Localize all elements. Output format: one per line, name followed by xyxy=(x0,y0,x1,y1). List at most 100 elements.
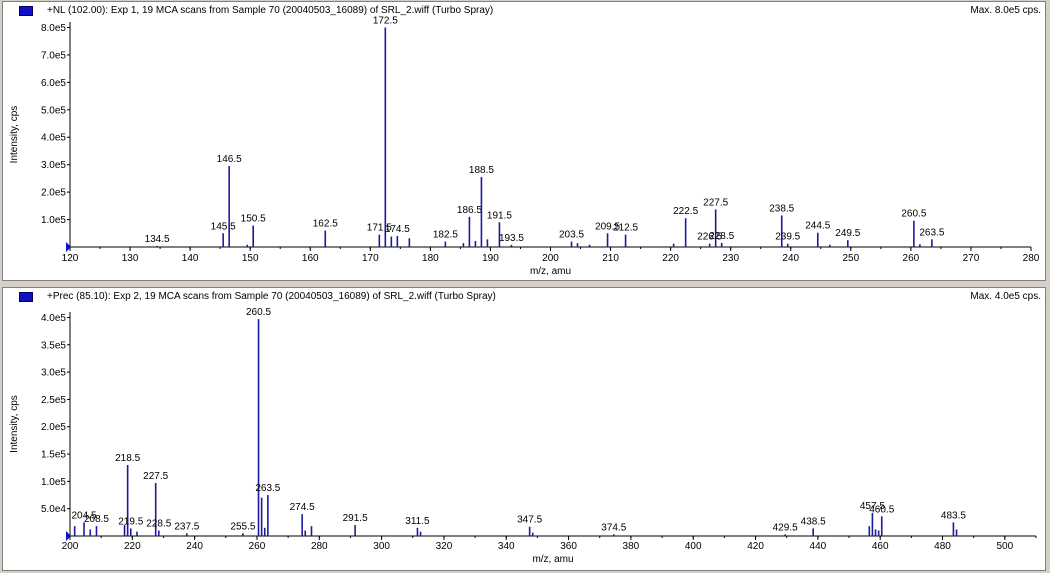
y-tick-label: 3.5e5 xyxy=(41,340,66,351)
y-tick-label: 3.0e5 xyxy=(41,368,66,379)
spectrum-panel-1: +NL (102.00): Exp 1, 19 MCA scans from S… xyxy=(2,1,1046,281)
peak-label: 203.5 xyxy=(559,230,584,241)
peak-label: 171.5 xyxy=(367,223,392,234)
peak-label: 347.5 xyxy=(517,515,542,526)
peak-label: 244.5 xyxy=(805,221,830,232)
peak-label: 311.5 xyxy=(405,516,430,527)
x-tick-label: 250 xyxy=(842,253,859,264)
peak-label: 222.5 xyxy=(673,206,698,217)
peak-label: 188.5 xyxy=(469,165,494,176)
x-tick-label: 320 xyxy=(436,541,453,552)
y-axis-title: Intensity, cps xyxy=(9,395,20,453)
y-tick-label: 7.0e5 xyxy=(41,50,66,61)
panel-color-icon[interactable] xyxy=(19,292,33,302)
y-tick-label: 1.5e5 xyxy=(41,450,66,461)
peak-label: 174.5 xyxy=(385,224,410,235)
peak-label: 145.5 xyxy=(211,221,236,232)
peak-label: 209.5 xyxy=(595,221,620,232)
peak-label: 227.5 xyxy=(143,471,168,482)
x-tick-label: 270 xyxy=(963,253,980,264)
peak-label: 193.5 xyxy=(499,233,524,244)
y-tick-label: 2.0e5 xyxy=(41,188,66,199)
spectrum-panel-2: +Prec (85.10): Exp 2, 19 MCA scans from … xyxy=(2,287,1046,571)
peak-label: 483.5 xyxy=(941,510,966,521)
peak-label: 228.5 xyxy=(709,231,734,242)
y-tick-label: 4.0e5 xyxy=(41,313,66,324)
panel-title: +Prec (85.10): Exp 2, 19 MCA scans from … xyxy=(47,291,496,302)
peak-label: 457.5 xyxy=(860,501,885,512)
x-tick-label: 200 xyxy=(542,253,559,264)
y-tick-label: 3.0e5 xyxy=(41,160,66,171)
peak-label: 219.5 xyxy=(118,516,143,527)
x-tick-label: 160 xyxy=(302,253,319,264)
spectrum-chart-1[interactable]: 120 130 140 150 160 170 180 190 200 210 220 230 240 2… xyxy=(3,2,1045,280)
panel-title: +NL (102.00): Exp 1, 19 MCA scans from S… xyxy=(47,5,494,16)
peak-label: 263.5 xyxy=(255,483,280,494)
peak-label: 374.5 xyxy=(601,522,626,533)
y-tick-label: 1.0e5 xyxy=(41,215,66,226)
peak-label: 429.5 xyxy=(773,522,798,533)
x-tick-label: 230 xyxy=(722,253,739,264)
peak-label: 218.5 xyxy=(115,453,140,464)
x-tick-label: 200 xyxy=(62,541,79,552)
panel-header: +NL (102.00): Exp 1, 19 MCA scans from S… xyxy=(3,2,1045,20)
x-tick-label: 260 xyxy=(903,253,920,264)
panel-max-intensity: Max. 8.0e5 cps. xyxy=(970,5,1041,16)
peak-label: 182.5 xyxy=(433,230,458,241)
peak-label: 227.5 xyxy=(703,197,728,208)
peak-label: 134.5 xyxy=(145,234,170,245)
x-tick-label: 300 xyxy=(373,541,390,552)
peak-label: 263.5 xyxy=(919,227,944,238)
x-tick-label: 440 xyxy=(810,541,827,552)
x-tick-label: 240 xyxy=(782,253,799,264)
spectrum-chart-2[interactable]: 200 220 240 260 280 300 320 340 360 380 400 420 440 4… xyxy=(3,288,1045,570)
x-tick-label: 280 xyxy=(1023,253,1040,264)
y-tick-label: 8.0e5 xyxy=(41,23,66,34)
peak-label: 191.5 xyxy=(487,210,512,221)
peak-label: 239.5 xyxy=(775,232,800,243)
x-tick-label: 170 xyxy=(362,253,379,264)
y-tick-label: 6.0e5 xyxy=(41,78,66,89)
peak-label: 237.5 xyxy=(174,521,199,532)
x-tick-label: 240 xyxy=(186,541,203,552)
peak-label: 226.5 xyxy=(697,232,722,243)
x-tick-label: 360 xyxy=(560,541,577,552)
peak-label: 438.5 xyxy=(801,516,826,527)
x-tick-label: 140 xyxy=(182,253,199,264)
panel-max-intensity: Max. 4.0e5 cps. xyxy=(970,291,1041,302)
x-tick-label: 190 xyxy=(482,253,499,264)
peak-label: 212.5 xyxy=(613,223,638,234)
x-tick-label: 500 xyxy=(996,541,1013,552)
peak-label: 291.5 xyxy=(343,513,368,524)
y-tick-label: 5.0e5 xyxy=(41,105,66,116)
peak-label: 460.5 xyxy=(869,504,894,515)
x-tick-label: 400 xyxy=(685,541,702,552)
peak-label: 274.5 xyxy=(290,502,315,513)
x-axis-title: m/z, amu xyxy=(532,554,573,565)
peak-label: 172.5 xyxy=(373,15,398,26)
peak-label: 228.5 xyxy=(146,519,171,530)
x-tick-label: 120 xyxy=(62,253,79,264)
y-tick-label: 5.0e4 xyxy=(41,504,66,515)
x-tick-label: 130 xyxy=(122,253,139,264)
x-tick-label: 460 xyxy=(872,541,889,552)
x-tick-label: 380 xyxy=(623,541,640,552)
panel-color-icon[interactable] xyxy=(19,6,33,16)
x-tick-label: 220 xyxy=(662,253,679,264)
x-tick-label: 210 xyxy=(602,253,619,264)
y-tick-label: 2.0e5 xyxy=(41,422,66,433)
x-axis-title: m/z, amu xyxy=(530,266,571,277)
y-axis-title: Intensity, cps xyxy=(9,106,20,164)
x-tick-label: 480 xyxy=(934,541,951,552)
x-tick-label: 220 xyxy=(124,541,141,552)
peak-label: 255.5 xyxy=(230,521,255,532)
x-tick-label: 150 xyxy=(242,253,259,264)
axis-marker-icon xyxy=(66,242,71,252)
y-tick-label: 1.0e5 xyxy=(41,477,66,488)
peak-label: 150.5 xyxy=(241,214,266,225)
peak-label: 208.5 xyxy=(84,514,109,525)
peak-label: 146.5 xyxy=(217,154,242,165)
peak-label: 249.5 xyxy=(835,228,860,239)
peak-label: 260.5 xyxy=(246,307,271,318)
peak-label: 204.5 xyxy=(72,510,97,521)
